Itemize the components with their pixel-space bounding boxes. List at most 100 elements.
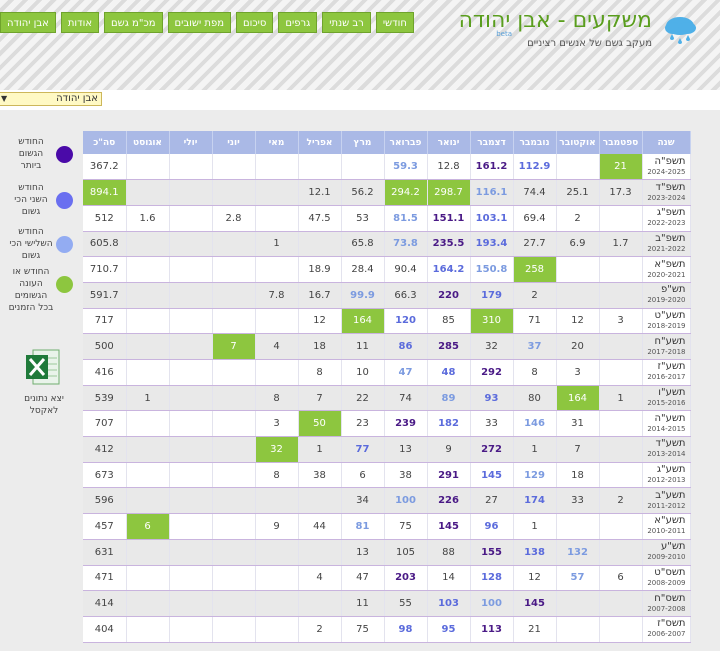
month-rain-cell[interactable]: 2 — [556, 205, 600, 232]
month-rain-cell[interactable]: 21 — [513, 616, 557, 643]
nav-button[interactable]: אבן יהודה — [0, 12, 56, 33]
season-cell[interactable]: תשע"ח 2017-2018 — [642, 333, 691, 360]
month-rain-cell[interactable]: 220 — [427, 282, 471, 309]
season-total-cell[interactable]: 367.2 — [83, 154, 127, 181]
nav-button[interactable]: מכ"מ גשם — [104, 12, 163, 33]
month-rain-cell[interactable]: 32 — [255, 436, 299, 463]
month-rain-cell[interactable]: 1 — [513, 513, 557, 540]
season-total-cell[interactable]: 605.8 — [83, 231, 127, 258]
season-total-cell[interactable]: 717 — [83, 308, 127, 335]
month-rain-cell[interactable]: 13 — [384, 436, 428, 463]
season-total-cell[interactable]: 539 — [83, 385, 127, 412]
month-rain-cell[interactable]: 88 — [427, 539, 471, 566]
month-rain-cell[interactable]: 33 — [556, 487, 600, 515]
month-rain-cell[interactable]: 89 — [427, 385, 471, 412]
month-rain-cell[interactable]: 96 — [470, 513, 514, 540]
month-rain-cell[interactable]: 132 — [556, 539, 600, 566]
month-rain-cell[interactable]: 310 — [470, 308, 514, 335]
month-rain-cell[interactable]: 53 — [341, 205, 385, 232]
month-rain-cell[interactable]: 145 — [513, 590, 557, 617]
month-rain-cell[interactable]: 12.8 — [427, 154, 471, 181]
month-rain-cell[interactable]: 164.2 — [427, 256, 471, 283]
season-total-cell[interactable]: 457 — [83, 513, 127, 540]
nav-button[interactable]: אודות — [60, 12, 100, 33]
month-rain-cell[interactable]: 120 — [384, 308, 428, 335]
month-rain-cell[interactable]: 1 — [513, 436, 557, 463]
column-header[interactable]: אוגוסט — [126, 131, 170, 154]
month-rain-cell[interactable]: 59.3 — [384, 154, 428, 181]
month-rain-cell[interactable]: 77 — [341, 436, 385, 463]
month-rain-cell[interactable]: 12 — [513, 565, 557, 592]
export-excel-label[interactable]: יצא נתונים לאקסל — [24, 394, 64, 416]
month-rain-cell[interactable]: 145 — [427, 513, 471, 540]
month-rain-cell[interactable]: 18 — [556, 462, 600, 489]
month-rain-cell[interactable]: 32 — [470, 333, 514, 360]
season-total-cell[interactable]: 710.7 — [83, 256, 127, 283]
season-cell[interactable]: תשע"ז 2016-2017 — [642, 359, 691, 386]
month-rain-cell[interactable]: 3 — [255, 410, 299, 438]
month-rain-cell[interactable]: 86 — [384, 333, 428, 360]
month-rain-cell[interactable]: 8 — [255, 462, 299, 489]
month-rain-cell[interactable]: 128 — [470, 565, 514, 592]
month-rain-cell[interactable]: 18 — [298, 333, 342, 360]
season-cell[interactable]: תשפ"א 2020-2021 — [642, 256, 691, 283]
month-rain-cell[interactable]: 100 — [470, 590, 514, 617]
nav-button[interactable]: חודשי — [375, 12, 414, 33]
month-rain-cell[interactable]: 38 — [298, 462, 342, 489]
season-cell[interactable]: תשע"ה 2014-2015 — [642, 410, 691, 438]
season-cell[interactable]: תשפ"ה 2024-2025 — [642, 154, 691, 181]
column-header[interactable]: דצמבר — [470, 131, 514, 154]
month-rain-cell[interactable]: 112.9 — [513, 154, 557, 181]
month-rain-cell[interactable]: 28.4 — [341, 256, 385, 283]
month-rain-cell[interactable]: 292 — [470, 359, 514, 386]
month-rain-cell[interactable]: 2 — [513, 282, 557, 309]
month-rain-cell[interactable]: 74 — [384, 385, 428, 412]
month-rain-cell[interactable]: 85 — [427, 308, 471, 335]
month-rain-cell[interactable]: 6.9 — [556, 231, 600, 258]
column-header[interactable]: סה"כ — [83, 131, 127, 154]
month-rain-cell[interactable]: 20 — [556, 333, 600, 360]
month-rain-cell[interactable]: 235.5 — [427, 231, 471, 258]
month-rain-cell[interactable]: 226 — [427, 487, 471, 515]
month-rain-cell[interactable]: 81.5 — [384, 205, 428, 232]
month-rain-cell[interactable]: 179 — [470, 282, 514, 309]
month-rain-cell[interactable]: 57 — [556, 565, 600, 592]
month-rain-cell[interactable]: 1 — [255, 231, 299, 258]
month-rain-cell[interactable]: 10 — [341, 359, 385, 386]
season-total-cell[interactable]: 404 — [83, 616, 127, 643]
month-rain-cell[interactable]: 7 — [298, 385, 342, 412]
month-rain-cell[interactable]: 161.2 — [470, 154, 514, 181]
month-rain-cell[interactable]: 2 — [298, 616, 342, 643]
location-select[interactable]: ▼ אבן יהודה — [0, 92, 102, 106]
month-rain-cell[interactable]: 2.8 — [212, 205, 256, 232]
month-rain-cell[interactable]: 6 — [126, 513, 170, 540]
month-rain-cell[interactable]: 75 — [384, 513, 428, 540]
month-rain-cell[interactable]: 285 — [427, 333, 471, 360]
column-header[interactable]: יוני — [212, 131, 256, 154]
month-rain-cell[interactable]: 66.3 — [384, 282, 428, 309]
season-cell[interactable]: תשע"ג 2012-2013 — [642, 462, 691, 489]
month-rain-cell[interactable]: 47.5 — [298, 205, 342, 232]
month-rain-cell[interactable]: 9 — [255, 513, 299, 540]
month-rain-cell[interactable]: 150.8 — [470, 256, 514, 283]
month-rain-cell[interactable]: 81 — [341, 513, 385, 540]
month-rain-cell[interactable]: 129 — [513, 462, 557, 489]
season-total-cell[interactable]: 707 — [83, 410, 127, 438]
month-rain-cell[interactable]: 145 — [470, 462, 514, 489]
season-cell[interactable]: תשע"ב 2011-2012 — [642, 487, 691, 515]
month-rain-cell[interactable]: 25.1 — [556, 179, 600, 206]
month-rain-cell[interactable]: 33 — [470, 410, 514, 438]
month-rain-cell[interactable]: 103 — [427, 590, 471, 617]
month-rain-cell[interactable]: 7.8 — [255, 282, 299, 309]
month-rain-cell[interactable]: 151.1 — [427, 205, 471, 232]
month-rain-cell[interactable]: 3 — [599, 308, 643, 335]
month-rain-cell[interactable]: 1 — [599, 385, 643, 412]
excel-icon[interactable] — [25, 348, 61, 386]
month-rain-cell[interactable]: 3 — [556, 359, 600, 386]
month-rain-cell[interactable]: 11 — [341, 333, 385, 360]
month-rain-cell[interactable]: 1.6 — [126, 205, 170, 232]
season-total-cell[interactable]: 512 — [83, 205, 127, 232]
month-rain-cell[interactable]: 56.2 — [341, 179, 385, 206]
month-rain-cell[interactable]: 105 — [384, 539, 428, 566]
month-rain-cell[interactable]: 12.1 — [298, 179, 342, 206]
